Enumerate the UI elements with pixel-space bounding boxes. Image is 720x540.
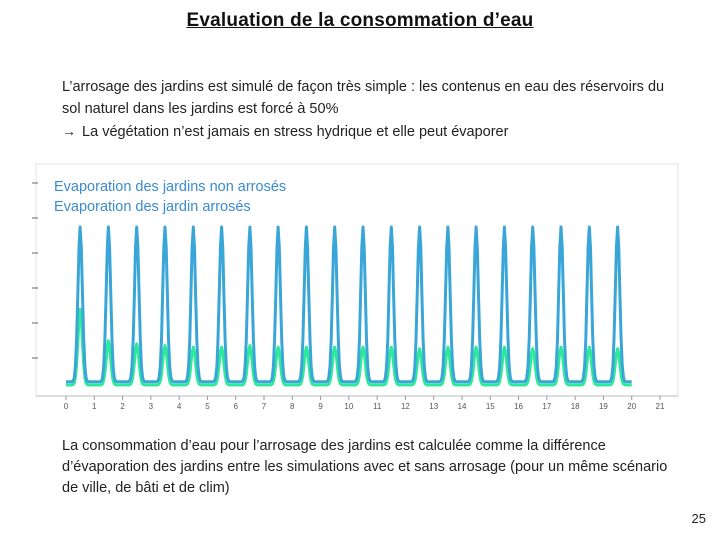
- legend-entry-non-irrigated: Evaporation des jardins non arrosés: [54, 179, 287, 195]
- x-tick-label: 5: [205, 402, 210, 411]
- series-line-irrigated: [65, 225, 632, 384]
- x-tick-label: 13: [429, 402, 438, 411]
- x-tick-label: 0: [64, 402, 69, 411]
- page-number: 25: [691, 511, 706, 526]
- x-tick-label: 14: [458, 402, 467, 411]
- evaporation-chart: 0 1 2 3 4 5 6 7 8 9 10 11 12 13 14 15 16 17 18 19 20 21 Evapo…: [32, 163, 680, 423]
- intro-line-2-text: La végétation n’est jamais en stress hyd…: [82, 124, 509, 140]
- chart-canvas: 0 1 2 3 4 5 6 7 8 9 10 11 12 13 14 15 16 17 18 19 20 21: [32, 163, 679, 411]
- x-tick-label: 21: [656, 402, 665, 411]
- x-tick-label: 20: [627, 402, 636, 411]
- slide-title: Evaluation de la consommation d’eau: [186, 10, 534, 31]
- legend-entry-irrigated: Evaporation des jardin arrosés: [54, 199, 251, 215]
- x-tick-label: 19: [599, 402, 608, 411]
- x-tick-label: 16: [514, 402, 523, 411]
- x-tick-label: 9: [318, 402, 323, 411]
- x-tick-label: 7: [262, 402, 267, 411]
- x-tick-label: 4: [177, 402, 182, 411]
- x-tick-label: 17: [542, 402, 551, 411]
- x-tick-label: 1: [92, 402, 97, 411]
- x-tick-label: 18: [571, 402, 580, 411]
- x-tick-label: 8: [290, 402, 295, 411]
- x-tick-label: 3: [149, 402, 154, 411]
- x-tick-label: 6: [233, 402, 238, 411]
- intro-line-2: → La végétation n’est jamais en stress h…: [62, 120, 672, 143]
- footer-text: La consommation d’eau pour l’arrosage de…: [62, 438, 668, 496]
- arrow-right-icon: →: [62, 123, 76, 139]
- x-tick-label: 15: [486, 402, 495, 411]
- series-line-non-irrigated: [65, 307, 632, 387]
- intro-text: L’arrosage des jardins est simulé de faç…: [62, 76, 672, 143]
- intro-line-1: L’arrosage des jardins est simulé de faç…: [62, 79, 665, 117]
- x-tick-label: 10: [344, 402, 353, 411]
- x-tick-label: 2: [120, 402, 125, 411]
- x-tick-label: 12: [401, 402, 410, 411]
- x-tick-label: 11: [373, 402, 382, 411]
- chart-legend: Evaporation des jardins non arrosés Evap…: [54, 177, 286, 217]
